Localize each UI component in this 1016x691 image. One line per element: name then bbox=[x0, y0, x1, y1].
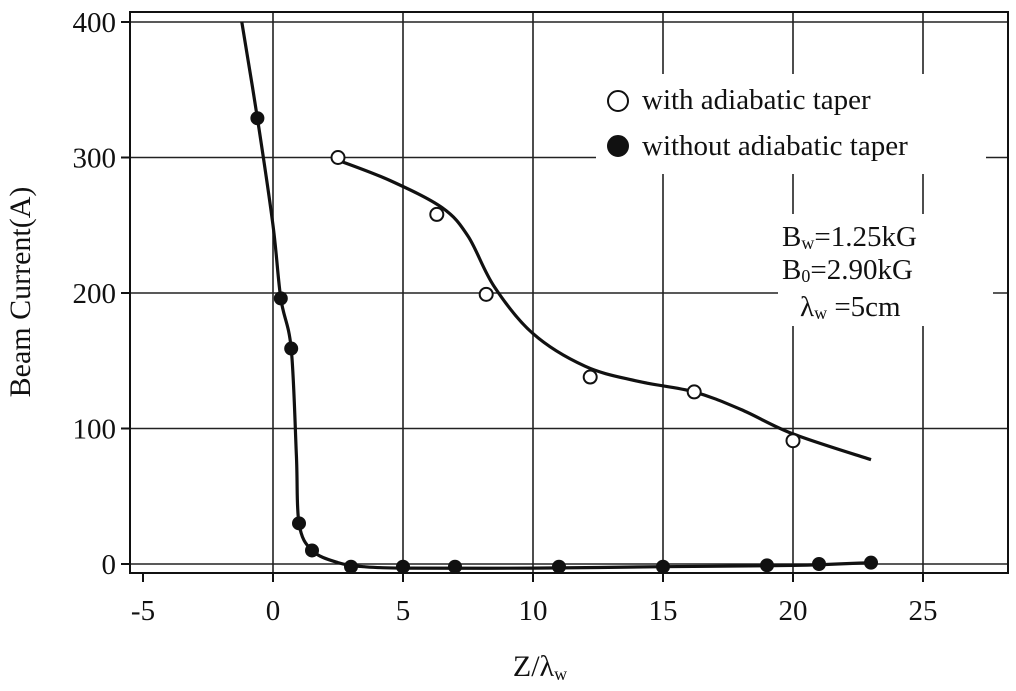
x-axis-title: Z/λw bbox=[513, 650, 567, 684]
data-point-with-taper bbox=[582, 369, 598, 385]
x-tick-label: 5 bbox=[396, 595, 411, 627]
legend-label-with-taper: with adiabatic taper bbox=[642, 84, 871, 116]
legend-marker-without-taper bbox=[607, 135, 629, 157]
legend-background bbox=[596, 74, 986, 174]
data-point-without-taper bbox=[284, 341, 299, 356]
param-lambda-w: λw =5cm bbox=[800, 291, 901, 323]
x-tick-label: 0 bbox=[266, 595, 281, 627]
data-markers bbox=[250, 111, 878, 574]
y-axis-title: Beam Current(A) bbox=[4, 187, 37, 398]
parameter-background bbox=[778, 214, 993, 326]
data-point-without-taper bbox=[396, 559, 410, 574]
legend-marker-with-taper bbox=[607, 90, 629, 112]
data-point-without-taper bbox=[864, 555, 878, 570]
data-point-without-taper bbox=[812, 557, 826, 571]
data-point-with-taper bbox=[785, 433, 801, 449]
data-point-with-taper bbox=[429, 206, 445, 222]
series-line-with-taper bbox=[337, 158, 872, 462]
legend-label-without-taper: without adiabatic taper bbox=[642, 130, 908, 162]
data-point-with-taper bbox=[478, 286, 494, 302]
y-tick-label: 0 bbox=[102, 549, 117, 581]
x-tick-label: 15 bbox=[649, 595, 678, 627]
data-point-without-taper bbox=[250, 111, 265, 126]
data-point-without-taper bbox=[292, 516, 306, 531]
parameter-annotations: Bw=1.25kG B0=2.90kG λw =5cm bbox=[778, 214, 993, 326]
param-bw: Bw=1.25kG bbox=[782, 221, 917, 253]
data-point-without-taper bbox=[448, 559, 462, 574]
y-tick-label: 200 bbox=[73, 278, 117, 310]
data-point-without-taper bbox=[344, 559, 358, 574]
data-point-without-taper bbox=[273, 291, 288, 306]
y-tick-label: 400 bbox=[73, 7, 117, 39]
x-tick-label: -5 bbox=[131, 595, 155, 627]
data-point-without-taper bbox=[656, 559, 670, 574]
axes: -5 0 5 10 15 20 25 0 100 200 300 400 bbox=[73, 7, 938, 627]
data-point-with-taper bbox=[330, 150, 346, 165]
x-tick-label: 10 bbox=[519, 595, 548, 627]
legend: with adiabatic taper without adiabatic t… bbox=[596, 74, 986, 174]
data-point-without-taper bbox=[552, 559, 566, 574]
y-tick-label: 100 bbox=[73, 414, 117, 446]
data-point-without-taper bbox=[760, 558, 774, 573]
y-tick-label: 300 bbox=[73, 143, 117, 175]
data-point-with-taper bbox=[686, 384, 702, 400]
x-tick-label: 25 bbox=[909, 595, 938, 627]
data-point-without-taper bbox=[305, 543, 319, 558]
x-tick-label: 20 bbox=[779, 595, 808, 627]
param-b0: B0=2.90kG bbox=[782, 254, 913, 286]
